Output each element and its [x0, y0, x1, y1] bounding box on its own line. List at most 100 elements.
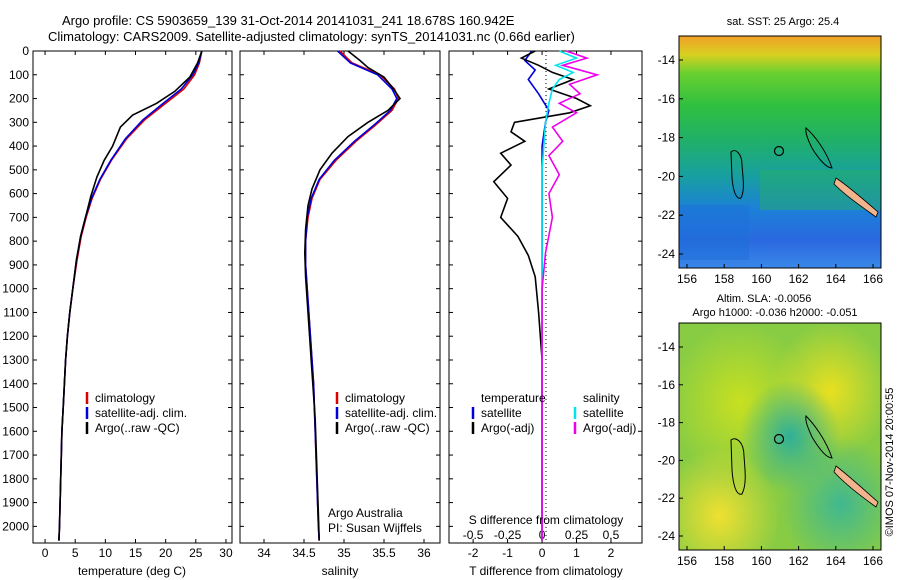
sst-map-axes: 156 158 160 162 164 166 -14 -16 -18 -20 -22 -24 [658, 53, 884, 286]
top-x-tick-label: -0.25 [494, 528, 522, 542]
depth-tick-label: 1500 [2, 401, 29, 415]
series-line-temperature-argo-adj- [492, 50, 593, 541]
depth-tick-label: 900 [9, 258, 29, 272]
top-x-tick-label: 0.25 [565, 528, 589, 542]
diff-legend-label-t-argo: Argo(-adj) [481, 421, 534, 435]
salinity-x-axis: 34 34.5 35 35.5 36 [257, 51, 431, 560]
difference-legend: temperature salinity satellite Argo(-adj… [471, 391, 636, 435]
series-line-climatology [58, 50, 203, 541]
map-y-tick-label: -24 [658, 247, 676, 261]
x-tick-label: 1 [573, 546, 580, 560]
profile-title: Argo profile: CS 5903659_139 31-Oct-2014… [62, 13, 515, 28]
imos-timestamp: ©IMOS 07-Nov-2014 20:00:55 [884, 388, 896, 537]
sst-island-outline-left [730, 150, 744, 199]
sst-new-caledonia [833, 177, 879, 218]
legend-header-temperature: temperature [481, 391, 546, 405]
x-tick-label: 20 [159, 546, 173, 560]
float-pi-label: PI: Susan Wijffels [328, 521, 422, 535]
sla-blob-e [679, 323, 881, 550]
depth-tick-label: 2000 [2, 519, 29, 533]
map-x-tick-label: 164 [826, 272, 846, 286]
x-tick-label: 0 [539, 546, 546, 560]
x-tick-label: 34 [257, 546, 271, 560]
diff-legend-label-t-satellite: satellite [481, 406, 522, 420]
x-tick-label: 35.5 [372, 546, 396, 560]
x-tick-label: 30 [219, 546, 233, 560]
map-y-tick-label: -14 [658, 340, 676, 354]
depth-tick-label: 600 [9, 187, 29, 201]
legend-label-satellite: satellite-adj. clim. [95, 406, 187, 420]
depth-tick-label: 1800 [2, 472, 29, 486]
map-x-tick-label: 156 [677, 554, 697, 568]
x-tick-label: 15 [129, 546, 143, 560]
depth-tick-label: 300 [9, 115, 29, 129]
x-tick-label: 34.5 [292, 546, 316, 560]
depth-tick-label: 1300 [2, 353, 29, 367]
map-y-tick-label: -22 [658, 491, 676, 505]
map-y-tick-label: -16 [658, 378, 676, 392]
x-tick-label: 25 [189, 546, 203, 560]
x-tick-label: 36 [417, 546, 431, 560]
temperature-x-axis: 0 5 10 15 20 25 30 [42, 51, 233, 560]
salinity-series [303, 50, 402, 541]
map-x-tick-label: 160 [751, 272, 771, 286]
depth-tick-label: 1100 [3, 305, 29, 319]
map-y-tick-label: -20 [658, 169, 676, 183]
sst-cool-patch [679, 205, 749, 260]
sla-map-frame [678, 322, 882, 551]
sst-argo-position-marker [773, 145, 785, 157]
map-x-tick-label: 162 [789, 272, 809, 286]
map-x-tick-label: 166 [863, 272, 883, 286]
map-y-tick-label: -16 [658, 92, 676, 106]
salinity-panel-frame [239, 50, 441, 544]
top-x-tick-label: -0.5 [463, 528, 484, 542]
sla-new-caledonia [833, 465, 879, 508]
depth-tick-label: 100 [9, 68, 29, 82]
map-x-tick-label: 160 [751, 554, 771, 568]
sla-map-title-line1: Altim. SLA: -0.0056 [717, 293, 812, 305]
map-y-tick-label: -18 [658, 131, 676, 145]
legend-label-argo: Argo(..raw -QC) [95, 421, 180, 435]
sla-island-outline-right [805, 414, 833, 459]
t-difference-label: T difference from climatology [469, 564, 623, 578]
series-line-salinity-argo-adj- [541, 50, 600, 541]
depth-tick-label: 500 [9, 163, 29, 177]
sal-legend-label-satellite: satellite-adj. clim. [345, 406, 437, 420]
x-tick-label: 5 [72, 546, 79, 560]
x-tick-label: 2 [608, 546, 615, 560]
temperature-panel-frame [32, 50, 233, 544]
series-line-climatology [304, 50, 400, 541]
depth-tick-label: 1900 [2, 496, 29, 510]
series-line-argo-raw-qc- [58, 50, 203, 541]
series-line-salinity-satellite [541, 50, 579, 541]
x-tick-label: 35 [337, 546, 351, 560]
map-x-tick-label: 156 [677, 272, 697, 286]
depth-tick-label: 1700 [2, 448, 29, 462]
s-difference-label: S difference from climatology [469, 513, 624, 527]
depth-tick-label: 800 [9, 234, 29, 248]
sst-island-outline-right [805, 127, 833, 169]
top-x-tick-label: 0.5 [603, 528, 620, 542]
sst-map-frame [678, 35, 882, 269]
legend-label-climatology: climatology [95, 391, 155, 405]
difference-x-axis: -2 -1 0 1 2-0.5 -0.25 0 0.25 0.5 [463, 51, 620, 560]
float-owner-label: Argo Australia [328, 506, 403, 520]
x-tick-label: -2 [468, 546, 479, 560]
sla-map-title-line2: Argo h1000: -0.036 h2000: -0.051 [692, 307, 857, 319]
depth-axis: 0 100 200 300 400 500 600 700 800 900 1000 1100 1200… [2, 44, 642, 533]
legend-header-salinity: salinity [583, 391, 620, 405]
sal-legend-label-climatology: climatology [345, 391, 405, 405]
series-line-satellite-adj-clim- [304, 50, 398, 541]
map-x-tick-label: 158 [714, 272, 734, 286]
depth-tick-label: 700 [9, 210, 29, 224]
map-x-tick-label: 162 [789, 554, 809, 568]
map-y-tick-label: -14 [658, 53, 676, 67]
salinity-x-label: salinity [322, 564, 359, 578]
diff-legend-label-s-satellite: satellite [583, 406, 624, 420]
sst-map-title: sat. SST: 25 Argo: 25.4 [727, 16, 840, 28]
map-x-tick-label: 164 [826, 554, 846, 568]
sal-legend-label-argo: Argo(..raw -QC) [345, 421, 430, 435]
depth-tick-label: 1400 [2, 377, 29, 391]
map-y-tick-label: -18 [658, 416, 676, 430]
